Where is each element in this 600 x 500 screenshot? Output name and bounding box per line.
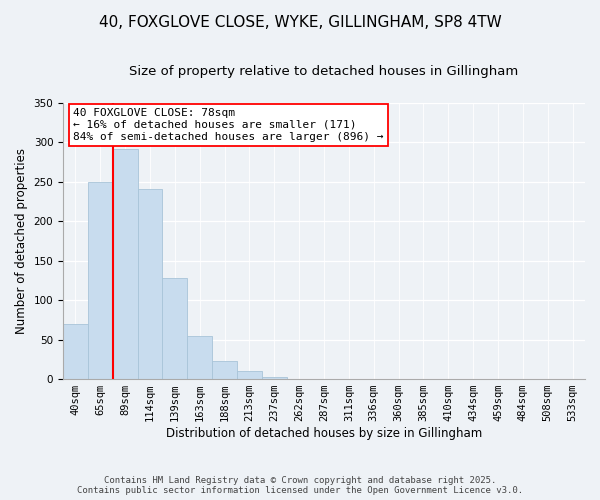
Bar [88,182,113,379]
Bar [63,324,88,379]
Bar [113,150,137,379]
Title: Size of property relative to detached houses in Gillingham: Size of property relative to detached ho… [130,65,518,78]
Bar [187,336,212,379]
Bar [212,361,237,379]
X-axis label: Distribution of detached houses by size in Gillingham: Distribution of detached houses by size … [166,427,482,440]
Text: 40, FOXGLOVE CLOSE, WYKE, GILLINGHAM, SP8 4TW: 40, FOXGLOVE CLOSE, WYKE, GILLINGHAM, SP… [98,15,502,30]
Y-axis label: Number of detached properties: Number of detached properties [15,148,28,334]
Bar [237,371,262,379]
Bar [262,376,287,379]
Bar [137,189,163,379]
Text: Contains HM Land Registry data © Crown copyright and database right 2025.
Contai: Contains HM Land Registry data © Crown c… [77,476,523,495]
Bar [163,278,187,379]
Text: 40 FOXGLOVE CLOSE: 78sqm
← 16% of detached houses are smaller (171)
84% of semi-: 40 FOXGLOVE CLOSE: 78sqm ← 16% of detach… [73,108,384,142]
